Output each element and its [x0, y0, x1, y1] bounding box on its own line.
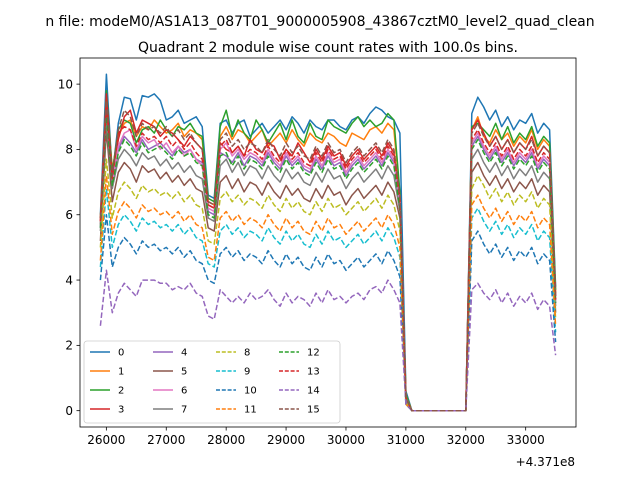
x-tick-label: 32000: [447, 433, 485, 447]
series-line-14: [99, 269, 557, 412]
x-tick-label: 26000: [87, 433, 125, 447]
series-line-3: [99, 93, 557, 412]
y-tick-label: 10: [58, 77, 73, 91]
series-line-9: [99, 187, 557, 412]
legend-label-8: 8: [244, 348, 250, 359]
y-tick-label: 4: [65, 273, 73, 287]
series-line-12: [99, 112, 557, 412]
series-line-11: [99, 174, 557, 412]
x-axis: 26000 27000 28000 29000 30000 31000 32000 33000: [87, 427, 545, 447]
y-tick-label: 8: [65, 143, 73, 157]
y-tick-label: 2: [65, 339, 73, 353]
series-line-15: [99, 99, 557, 412]
y-tick-label: 0: [65, 404, 73, 418]
series-line-13: [99, 102, 557, 412]
series-line-7: [99, 119, 557, 412]
legend-label-0: 0: [118, 348, 124, 359]
x-tick-label: 29000: [267, 433, 305, 447]
series-line-5: [99, 129, 557, 412]
x-tick-label: 30000: [327, 433, 365, 447]
legend-label-15: 15: [307, 405, 320, 416]
legend-label-13: 13: [307, 367, 320, 378]
legend-label-2: 2: [118, 386, 124, 397]
legend-label-1: 1: [118, 367, 124, 378]
series-line-10: [99, 213, 557, 412]
legend-label-3: 3: [118, 405, 124, 416]
legend-label-11: 11: [244, 405, 257, 416]
legend-label-4: 4: [181, 348, 187, 359]
legend-box: [83, 340, 341, 424]
x-tick-label: 27000: [147, 433, 185, 447]
legend-label-7: 7: [181, 405, 187, 416]
x-tick-label: 33000: [507, 433, 545, 447]
series-line-6: [99, 106, 557, 412]
x-tick-label: 28000: [207, 433, 245, 447]
legend-label-14: 14: [307, 386, 320, 397]
y-tick-label: 6: [65, 208, 73, 222]
figure-suptitle: n file: modeM0/AS1A13_087T01_9000005908_…: [45, 14, 594, 30]
series-layer: [99, 73, 557, 412]
chart-title: Quadrant 2 module wise count rates with …: [138, 40, 518, 56]
series-line-8: [99, 158, 557, 412]
y-axis: 0 2 4 6 8 10: [58, 77, 80, 418]
x-axis-offset-label: +4.371e8: [516, 455, 575, 469]
legend-label-9: 9: [244, 367, 250, 378]
plot-frame: [79, 57, 577, 428]
legend-label-6: 6: [181, 386, 187, 397]
legend-label-12: 12: [307, 348, 320, 359]
legend-label-5: 5: [181, 367, 187, 378]
legend-label-10: 10: [244, 386, 257, 397]
x-tick-label: 31000: [387, 433, 425, 447]
